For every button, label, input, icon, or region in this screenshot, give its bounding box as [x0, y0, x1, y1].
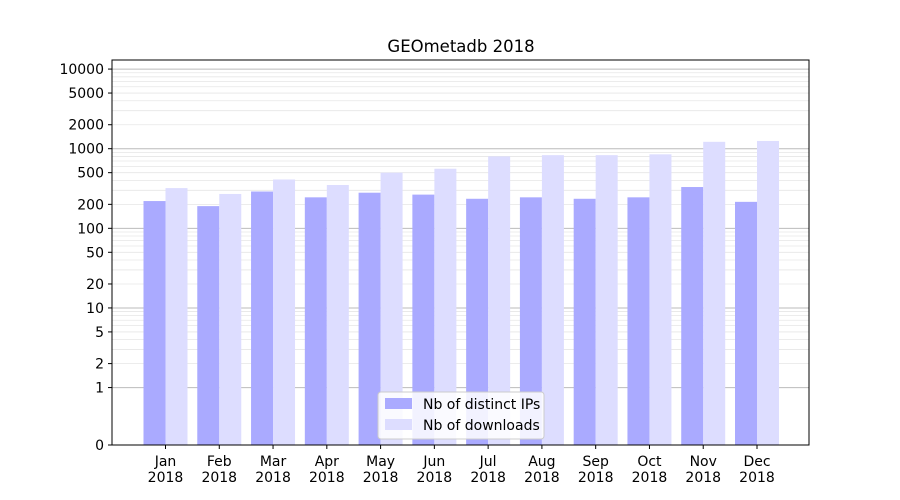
y-tick-label: 1 [95, 381, 104, 397]
bar-distinct-ips [681, 187, 704, 445]
chart-title: GEOmetadb 2018 [387, 37, 534, 56]
x-tick-label-year: 2018 [524, 470, 560, 486]
x-tick-label-month: Feb [207, 454, 232, 470]
x-tick-label-year: 2018 [470, 470, 506, 486]
bar-distinct-ips [197, 206, 220, 445]
legend-label: Nb of downloads [423, 418, 540, 434]
bar-distinct-ips [627, 197, 650, 445]
x-tick-label-year: 2018 [578, 470, 614, 486]
bar-distinct-ips [573, 198, 596, 445]
legend-label: Nb of distinct IPs [423, 397, 540, 413]
legend-box [377, 391, 545, 440]
x-tick-label-month: Apr [315, 454, 339, 470]
bar-downloads [380, 172, 403, 446]
bar-downloads [595, 155, 618, 446]
x-tick-label-month: Jul [479, 454, 497, 470]
y-tick-label: 200 [77, 197, 104, 213]
y-tick-label: 0 [95, 438, 104, 454]
y-tick-label: 5000 [68, 86, 104, 102]
legend: Nb of distinct IPs Nb of downloads [377, 391, 545, 440]
bar-downloads [649, 154, 672, 445]
bar-downloads [541, 155, 564, 446]
x-tick-label-month: Dec [743, 454, 770, 470]
x-tick-label-year: 2018 [417, 470, 453, 486]
x-tick-label-year: 2018 [201, 470, 237, 486]
x-tick-label-month: Sep [582, 454, 609, 470]
x-axis: Jan2018Feb2018Mar2018Apr2018May2018Jun20… [148, 445, 775, 486]
bar-downloads [757, 140, 779, 445]
bar-distinct-ips [466, 198, 489, 445]
x-tick-label-year: 2018 [685, 470, 721, 486]
y-tick-label: 50 [86, 245, 104, 261]
y-tick-label: 1000 [68, 142, 104, 158]
bar-distinct-ips [304, 197, 327, 445]
legend-swatch [385, 419, 412, 430]
bar-downloads [488, 156, 511, 445]
y-tick-label: 2000 [68, 118, 104, 134]
bar-downloads [703, 141, 726, 445]
x-tick-label-year: 2018 [363, 470, 399, 486]
y-tick-label: 2 [95, 357, 104, 373]
x-tick-label-year: 2018 [148, 470, 184, 486]
bar-distinct-ips [358, 192, 381, 445]
x-tick-label-month: Mar [260, 454, 287, 470]
y-tick-label: 5 [95, 325, 104, 341]
bar-downloads [273, 179, 296, 445]
x-tick-label-year: 2018 [255, 470, 291, 486]
x-tick-label-month: Nov [690, 454, 717, 470]
bar-distinct-ips [519, 197, 542, 445]
y-tick-label: 10000 [59, 62, 104, 78]
plot-frame [111, 59, 810, 446]
bars [143, 140, 779, 446]
x-tick-label-month: Jan [154, 454, 177, 470]
bar-distinct-ips [412, 194, 435, 445]
x-tick-label-month: Jun [422, 454, 445, 470]
bar-downloads [165, 188, 188, 446]
bar-downloads [434, 168, 457, 445]
bar-downloads [326, 184, 349, 445]
x-tick-label-year: 2018 [309, 470, 345, 486]
x-tick-label-month: Aug [528, 454, 555, 470]
bar-downloads [219, 193, 242, 445]
x-tick-label-year: 2018 [632, 470, 668, 486]
x-tick-label-month: May [366, 454, 395, 470]
y-tick-label: 10 [86, 301, 104, 317]
bar-distinct-ips [143, 201, 166, 445]
bar-distinct-ips [735, 201, 757, 445]
y-tick-label: 100 [77, 221, 104, 237]
y-tick-label: 500 [77, 166, 104, 182]
bar-distinct-ips [251, 191, 274, 445]
x-tick-label-month: Oct [637, 454, 662, 470]
legend-swatch [385, 398, 412, 409]
x-tick-label-year: 2018 [739, 470, 775, 486]
y-tick-label: 20 [86, 277, 104, 293]
y-axis: 0 1 2 5 10 20 50 100 200 500 1000 2000 5000 10000 [59, 62, 112, 454]
